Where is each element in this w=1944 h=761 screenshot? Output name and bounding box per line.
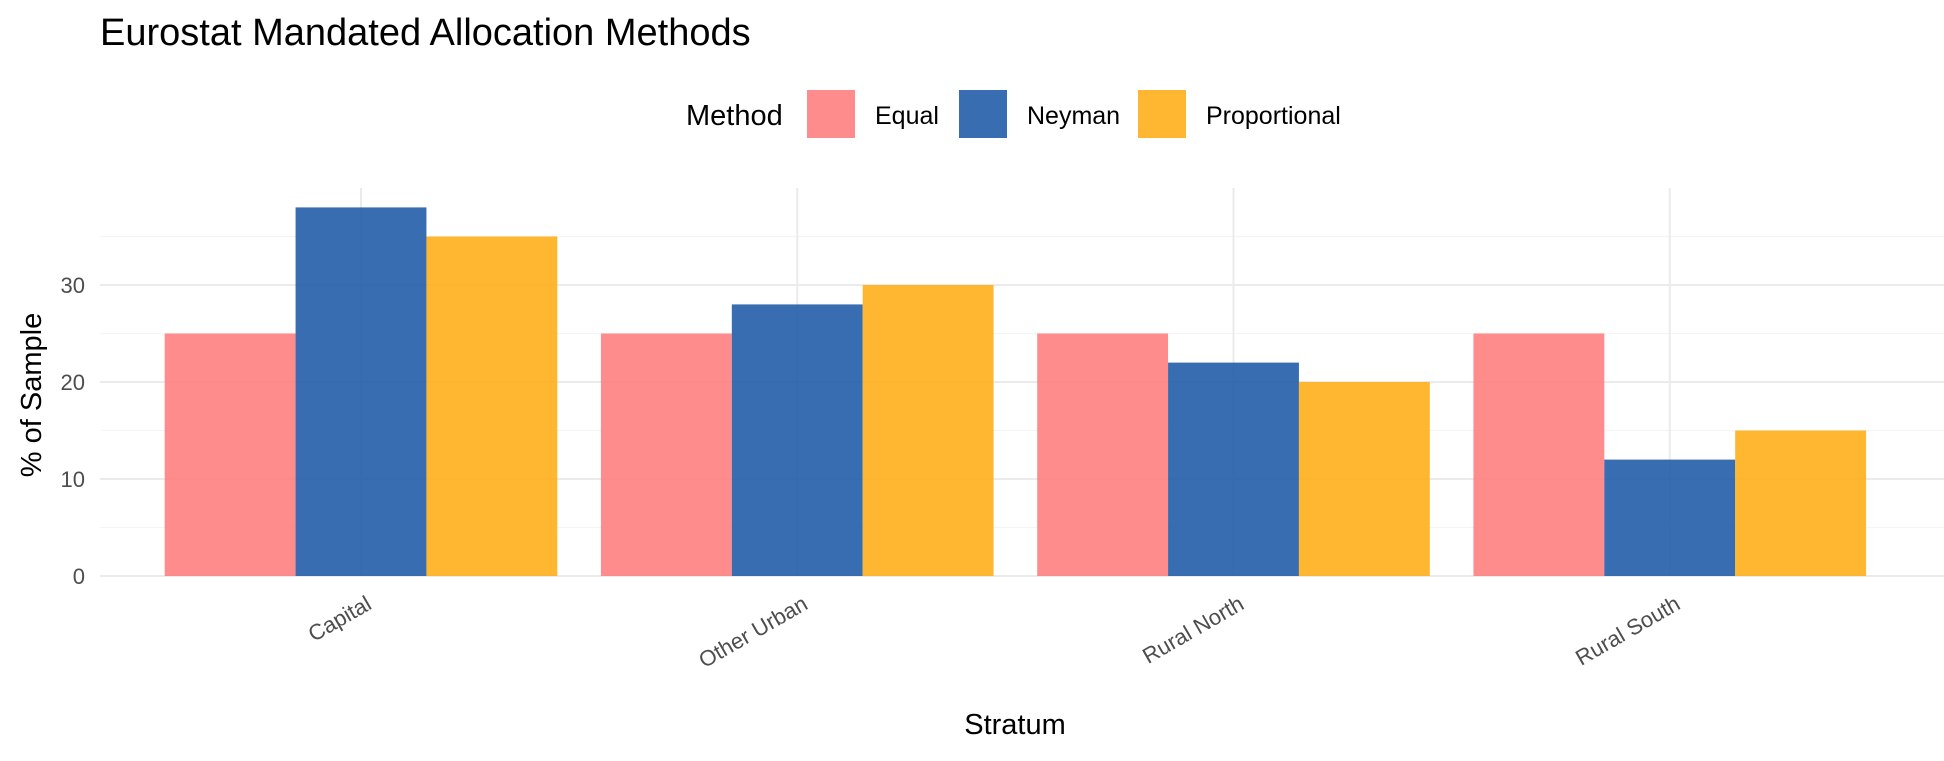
legend-key-neyman [959, 90, 1007, 138]
legend-key-proportional [1138, 90, 1186, 138]
legend-title: Method [686, 100, 783, 132]
bar-proportional-rural-south [1735, 430, 1867, 576]
bar-proportional-capital [426, 236, 558, 576]
y-tick-label: 30 [61, 273, 85, 298]
legend-label-equal: Equal [875, 102, 939, 130]
y-tick-label: 0 [73, 564, 85, 589]
bars-layer [164, 207, 1867, 576]
legend-key-equal [807, 90, 855, 138]
bar-neyman-rural-south [1604, 459, 1736, 576]
bar-neyman-other-urban [731, 304, 863, 576]
y-tick-label: 20 [61, 370, 85, 395]
x-tick-label: Other Urban [694, 591, 811, 673]
legend: Equal Neyman Proportional [807, 90, 1341, 138]
bar-proportional-rural-north [1298, 382, 1430, 576]
x-tick-label: Capital [304, 591, 376, 647]
bar-equal-other-urban [600, 333, 732, 576]
x-tick-label: Rural North [1138, 591, 1248, 669]
x-axis-title: Stratum [964, 709, 1066, 741]
legend-label-neyman: Neyman [1027, 102, 1120, 130]
x-tick-label: Rural South [1571, 591, 1684, 671]
bar-equal-rural-south [1473, 333, 1605, 576]
chart-title: Eurostat Mandated Allocation Methods [100, 12, 751, 54]
bar-equal-capital [164, 333, 296, 576]
bar-proportional-other-urban [862, 285, 994, 576]
bar-equal-rural-north [1037, 333, 1169, 576]
y-axis-title: % of Sample [16, 313, 48, 477]
bar-neyman-capital [295, 207, 427, 576]
y-tick-label: 10 [61, 467, 85, 492]
legend-label-proportional: Proportional [1206, 102, 1341, 130]
bar-neyman-rural-north [1168, 362, 1299, 576]
